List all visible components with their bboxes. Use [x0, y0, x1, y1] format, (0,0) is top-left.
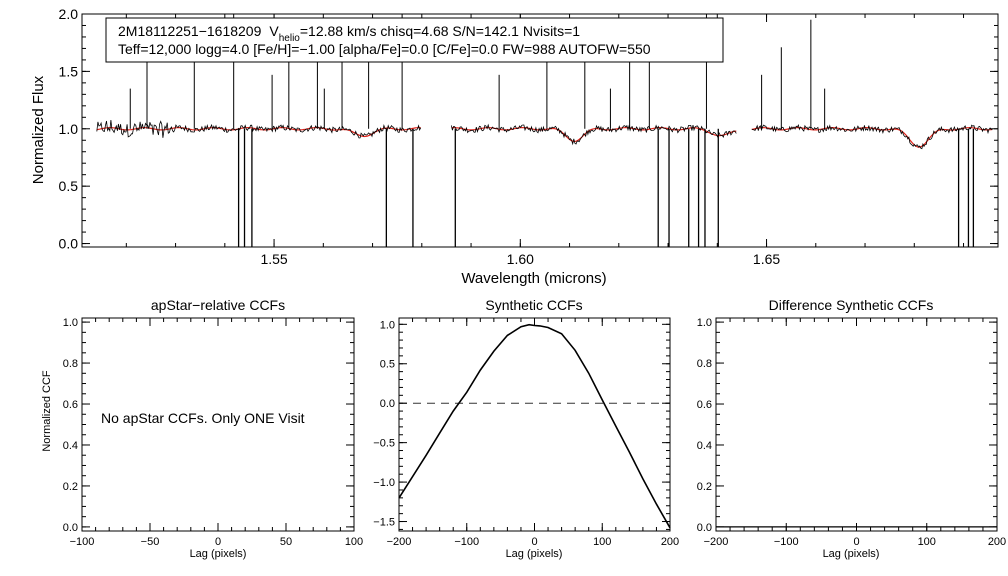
spectrum-annotation-box: 2M18112251−1618209 Vhelio=12.88 km/s chis…	[105, 17, 724, 63]
apstar-ccf-y-tick-label: 0.0	[63, 522, 78, 534]
apstar-ccf-y-axis-label: Normalized CCF	[41, 370, 53, 452]
difference-ccf-title: Difference Synthetic CCFs	[769, 297, 934, 313]
difference-ccf-y-tick-label: 0.2	[697, 481, 712, 493]
annotation-star-id: 2M18112251−1618209	[118, 23, 262, 39]
spectrum-y-tick-label: 1.5	[59, 63, 79, 79]
observed-spectrum-segment	[96, 120, 422, 139]
difference-ccf-y-tick-label: 0.6	[697, 399, 712, 411]
observed-spectrum-segment	[451, 123, 737, 146]
synthetic-ccf-y-tick-label: −0.5	[373, 438, 395, 450]
difference-ccf-y-ticks: 0.0 0.2 0.4 0.6 0.8 1.0	[697, 317, 997, 534]
spectrum-x-tick-label: 1.60	[507, 251, 534, 267]
synthetic-ccf-x-axis-label: Lag (pixels)	[506, 548, 563, 560]
apstar-ccf-panel: −100 −50 0 50 100 0.0 0.2 0.4 0.6 0.8 1.0 apStar−…	[41, 297, 363, 560]
difference-ccf-x-tick-label: −200	[704, 536, 729, 548]
synthetic-ccf-curve	[398, 323, 671, 529]
synthetic-ccf-y-ticks: −1.5 −1.0 −0.5 0.0 0.5 1.0	[373, 319, 670, 530]
model-spectrum-segment	[451, 126, 737, 142]
difference-ccf-y-tick-label: 1.0	[697, 317, 712, 329]
apstar-ccf-x-tick-label: −50	[141, 536, 160, 548]
difference-ccf-x-tick-label: 0	[853, 536, 859, 548]
synthetic-ccf-panel: −200 −100 0 100 200 −1.5 −1.0 −0.5 0.0 0.5 1.0 Sy…	[373, 297, 679, 560]
apstar-ccf-x-tick-label: 0	[215, 536, 221, 548]
apstar-ccf-x-ticks: −100 −50 0 50 100	[70, 318, 363, 548]
apstar-ccf-y-tick-label: 1.0	[63, 317, 78, 329]
synthetic-ccf-plot-frame	[398, 317, 671, 532]
spectrum-x-tick-label: 1.55	[260, 251, 287, 267]
difference-ccf-x-ticks: −200 −100 0 100 200	[704, 318, 1006, 548]
spectrum-x-tick-label: 1.65	[753, 251, 780, 267]
annotation-v-rest: =12.88 km/s chisq=4.68 S/N=142.1 Nvisits…	[300, 23, 580, 39]
synthetic-ccf-x-tick-label: −200	[387, 536, 412, 548]
spectrum-y-tick-label: 0.0	[59, 236, 79, 252]
difference-ccf-panel: −200 −100 0 100 200 0.0 0.2 0.4 0.6 0.8 1.0 Diffe…	[697, 297, 1006, 560]
difference-ccf-x-tick-label: 200	[988, 536, 1006, 548]
apstar-ccf-x-tick-label: −100	[70, 536, 95, 548]
spectrum-panel: 1.55 1.60 1.65 0.0 0.5 1.0 1.5 2.0 Wavelength …	[30, 6, 999, 287]
difference-ccf-x-axis-label: Lag (pixels)	[823, 548, 880, 560]
apstar-ccf-y-tick-label: 0.8	[63, 358, 78, 370]
difference-ccf-y-tick-label: 0.8	[697, 358, 712, 370]
spectrum-y-axis-label: Normalized Flux	[30, 75, 47, 184]
synthetic-ccf-x-tick-label: 0	[531, 536, 537, 548]
apstar-ccf-y-ticks: 0.0 0.2 0.4 0.6 0.8 1.0	[63, 317, 354, 534]
synthetic-ccf-x-tick-label: −100	[454, 536, 479, 548]
spectrum-y-ticks: 0.0 0.5 1.0 1.5 2.0	[59, 6, 998, 252]
apstar-ccf-title: apStar−relative CCFs	[151, 297, 285, 313]
spectrum-y-tick-label: 2.0	[59, 6, 79, 22]
apstar-ccf-x-tick-label: 100	[345, 536, 363, 548]
synthetic-ccf-y-tick-label: 1.0	[380, 319, 395, 331]
spectrum-x-ticks: 1.55 1.60 1.65	[125, 14, 965, 267]
annotation-line-1: 2M18112251−1618209 Vhelio=12.88 km/s chis…	[118, 23, 580, 44]
synthetic-ccf-x-tick-label: 100	[593, 536, 611, 548]
spectrum-plot-frame	[81, 13, 999, 248]
annotation-v-symbol: V	[269, 23, 279, 39]
synthetic-ccf-x-ticks: −200 −100 0 100 200	[387, 318, 679, 548]
synthetic-ccf-title: Synthetic CCFs	[485, 297, 582, 313]
apstar-ccf-y-tick-label: 0.4	[63, 440, 78, 452]
difference-ccf-x-tick-label: 100	[918, 536, 936, 548]
spectrum-y-tick-label: 1.0	[59, 121, 79, 137]
observed-spectrum-segment	[751, 123, 993, 150]
synthetic-ccf-x-tick-label: 200	[661, 536, 679, 548]
difference-ccf-x-tick-label: −100	[774, 536, 799, 548]
synthetic-ccf-y-tick-label: −1.5	[373, 516, 395, 528]
difference-ccf-y-tick-label: 0.0	[697, 522, 712, 534]
apstar-ccf-x-tick-label: 50	[280, 536, 292, 548]
spectrum-y-tick-label: 0.5	[59, 178, 79, 194]
apstar-ccf-y-tick-label: 0.2	[63, 481, 78, 493]
synthetic-ccf-y-tick-label: −1.0	[373, 477, 395, 489]
synthetic-ccf-y-tick-label: 0.0	[380, 398, 395, 410]
difference-ccf-y-tick-label: 0.4	[697, 440, 712, 452]
apstar-ccf-x-axis-label: Lag (pixels)	[190, 548, 247, 560]
annotation-line-2: Teff=12,000 logg=4.0 [Fe/H]=−1.00 [alpha…	[118, 41, 651, 57]
synthetic-ccf-y-tick-label: 0.5	[380, 359, 395, 371]
annotation-box-frame	[105, 17, 724, 63]
no-apstar-ccf-message: No apStar CCFs. Only ONE Visit	[101, 410, 305, 426]
apstar-ccf-y-tick-label: 0.6	[63, 399, 78, 411]
annotation-v-subscript: helio	[279, 33, 301, 44]
spectrum-x-axis-label: Wavelength (microns)	[461, 270, 606, 287]
difference-ccf-plot-frame	[715, 317, 998, 532]
